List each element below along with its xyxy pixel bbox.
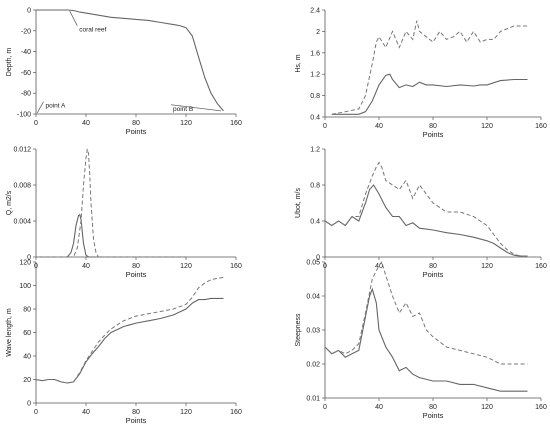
- x-tick-label: 160: [230, 409, 242, 416]
- panel-wavelength-chart: 0 40 80 120 160 0 20 40 60 80 100 120 Points Wave len…: [6, 260, 242, 426]
- y-axis-label: Hs, m: [295, 54, 302, 72]
- annotation-leader-line: [69, 10, 78, 26]
- y-axis-label: Ubot, m/s: [295, 188, 302, 218]
- x-tick-label: 160: [535, 404, 547, 411]
- x-axis-label: Points: [423, 411, 444, 420]
- x-tick-label: 160: [230, 120, 242, 127]
- y-tick-label: -100: [17, 112, 31, 119]
- y-tick-label: 0.004: [13, 219, 31, 226]
- x-tick-label: 120: [180, 120, 192, 127]
- x-tick-label: 0: [323, 123, 327, 130]
- y-tick-label: -60: [21, 70, 31, 77]
- y-tick-label: 0.4: [310, 219, 320, 226]
- y-tick-label: 0.4: [310, 115, 320, 122]
- x-tick-label: 80: [429, 263, 437, 270]
- y-tick-label: 20: [23, 377, 31, 384]
- y-tick-label: 1.6: [310, 50, 320, 57]
- y-tick-label: -20: [21, 28, 31, 35]
- x-tick-label: 80: [132, 409, 140, 416]
- annotation-label: point B: [173, 106, 193, 113]
- y-tick-label: 2.4: [310, 8, 320, 15]
- y-tick-label: -40: [21, 49, 31, 56]
- x-tick-label: 160: [230, 263, 242, 270]
- panel-hs-chart: 0 40 80 120 160 0.4 0.8 1.2 1.6 2 2.4 Points Hs, m: [295, 8, 547, 140]
- series-line-solid: [331, 73, 528, 115]
- x-tick-label: 40: [82, 409, 90, 416]
- x-axis-label: Points: [126, 127, 147, 136]
- series-line-solid: [324, 184, 528, 257]
- y-tick-label: 0: [27, 401, 31, 408]
- series-line-solid: [324, 287, 528, 392]
- series-line-dashed: [331, 20, 528, 115]
- series-line-solid: [35, 297, 224, 384]
- x-tick-label: 80: [429, 123, 437, 130]
- x-tick-label: 120: [180, 409, 192, 416]
- y-axis-label: Steepness: [295, 313, 302, 347]
- x-tick-label: 120: [481, 263, 493, 270]
- x-tick-label: 40: [82, 263, 90, 270]
- y-tick-label: 0.012: [13, 147, 31, 154]
- y-tick-label: 0.8: [310, 93, 320, 100]
- x-tick-label: 40: [375, 263, 383, 270]
- annotation-leader-line: [36, 101, 44, 114]
- y-tick-label: 0.03: [306, 328, 320, 335]
- y-axis-label: Wave length, m: [6, 308, 13, 357]
- x-tick-label: 80: [132, 120, 140, 127]
- y-tick-label: 100: [19, 283, 31, 290]
- y-tick-label: 0.8: [310, 183, 320, 190]
- annotation-leader-line: [170, 104, 222, 112]
- x-tick-label: 0: [34, 120, 38, 127]
- x-tick-label: 0: [323, 404, 327, 411]
- y-tick-label: 0: [27, 255, 31, 262]
- x-tick-label: 40: [375, 404, 383, 411]
- y-axis-label: Depth, m: [6, 48, 13, 77]
- x-tick-label: 40: [82, 120, 90, 127]
- x-axis-label: Points: [423, 270, 444, 279]
- x-tick-label: 120: [180, 263, 192, 270]
- series-line-dashed: [324, 161, 528, 257]
- x-tick-label: 0: [34, 409, 38, 416]
- y-axis-label: Q, m2/s: [6, 190, 13, 215]
- x-tick-label: 160: [535, 123, 547, 130]
- y-tick-label: 0.02: [306, 362, 320, 369]
- x-tick-label: 40: [375, 123, 383, 130]
- y-tick-label: 0.01: [306, 396, 320, 403]
- panel-depth-chart: 0 40 80 120 160 -100 -80 -60 -40 -20 0 Points Depth,…: [6, 8, 242, 137]
- x-tick-label: 120: [481, 123, 493, 130]
- series-line-dashed: [324, 260, 528, 365]
- y-tick-label: -80: [21, 91, 31, 98]
- series-line-dashed: [35, 276, 224, 384]
- y-tick-label: 1.2: [310, 147, 320, 154]
- series-line-dashed: [36, 148, 186, 258]
- series-line-solid: [36, 9, 224, 112]
- series-line-solid: [36, 213, 186, 258]
- y-tick-label: 0: [316, 255, 320, 262]
- y-tick-label: 0: [27, 8, 31, 15]
- y-tick-label: 40: [23, 354, 31, 361]
- x-tick-label: 120: [481, 404, 493, 411]
- y-tick-label: 0.04: [306, 294, 320, 301]
- x-tick-label: 80: [132, 263, 140, 270]
- x-axis-label: Points: [126, 270, 147, 279]
- y-tick-label: 120: [19, 260, 31, 267]
- x-tick-label: 160: [535, 263, 547, 270]
- annotation-label: coral reef: [79, 27, 106, 34]
- y-tick-label: 60: [23, 330, 31, 337]
- y-tick-label: 0.05: [306, 260, 320, 267]
- y-tick-label: 0.008: [13, 183, 31, 190]
- x-tick-label: 80: [429, 404, 437, 411]
- y-tick-label: 80: [23, 307, 31, 314]
- y-tick-label: 2: [316, 29, 320, 36]
- x-axis-label: Points: [423, 130, 444, 139]
- panel-steepness-chart: 0 40 80 120 160 0.01 0.02 0.03 0.04 0.05 Points Ste…: [295, 260, 547, 421]
- y-tick-label: 1.2: [310, 72, 320, 79]
- x-axis-label: Points: [126, 416, 147, 425]
- annotation-label: point A: [46, 103, 67, 110]
